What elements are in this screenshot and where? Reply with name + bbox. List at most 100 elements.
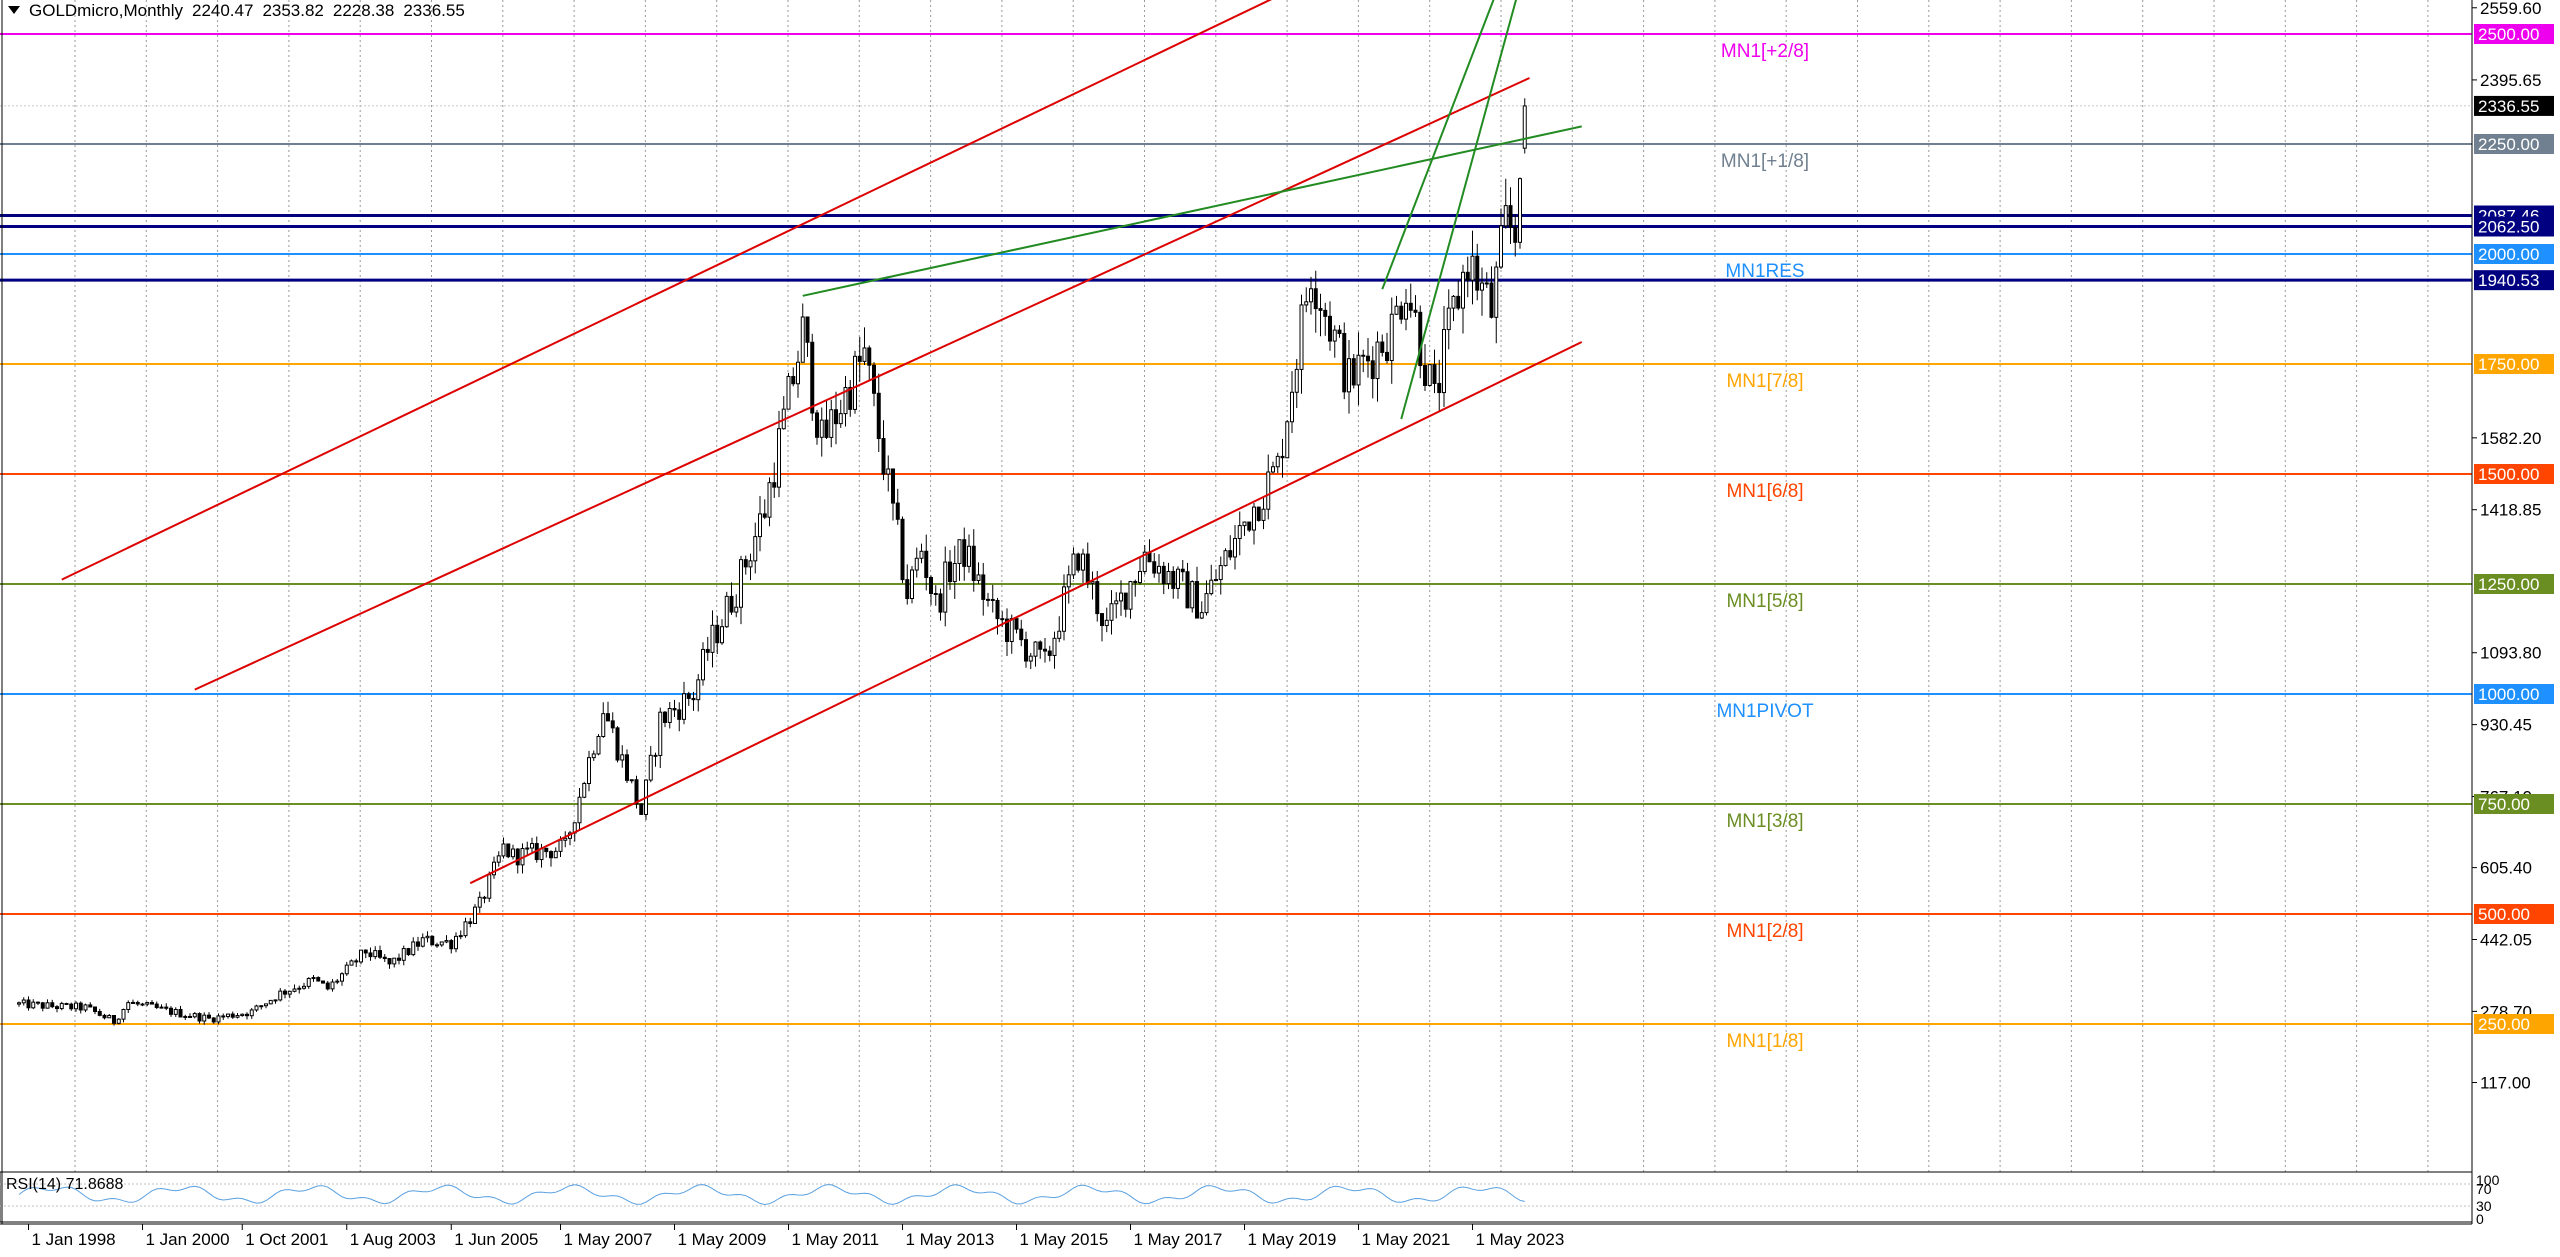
candle-body <box>354 960 359 963</box>
candle-body <box>287 990 292 995</box>
candle-body <box>297 987 302 990</box>
price-tag-box <box>2474 24 2554 44</box>
candle-body <box>767 482 772 518</box>
candle-body <box>701 648 705 681</box>
candle-body <box>739 559 743 608</box>
candle-body <box>691 697 696 701</box>
time-tick-label: 1 Jan 2000 <box>146 1230 230 1249</box>
candle-body <box>1062 586 1066 632</box>
rsi-scale-label: 0 <box>2476 1211 2484 1227</box>
candle-body <box>230 1013 235 1018</box>
candle-body <box>895 502 900 520</box>
candle-body <box>900 518 905 581</box>
candle-body <box>278 990 283 1001</box>
candle-body <box>64 1002 69 1005</box>
candle-body <box>496 855 501 863</box>
time-tick-label: 1 May 2017 <box>1134 1230 1223 1249</box>
murrey-level-label: MN1[5/8] <box>1726 591 1803 612</box>
price-tag-label: 2500.00 <box>2478 25 2539 44</box>
time-tick-label: 1 May 2011 <box>792 1230 880 1249</box>
candle-body <box>50 1002 55 1008</box>
candle-body <box>154 1003 159 1008</box>
candle-body <box>59 1002 64 1010</box>
candle-body <box>1513 226 1518 243</box>
trendlines-layer <box>61 0 1583 885</box>
candle-body <box>1090 581 1095 584</box>
candle-body <box>430 935 435 946</box>
candle-body <box>1081 553 1085 571</box>
candle-body <box>1304 301 1309 306</box>
candle-body <box>1128 581 1133 610</box>
candle-body <box>705 648 710 653</box>
price-tag-box <box>2474 684 2554 704</box>
candle-body <box>1028 655 1033 662</box>
time-tick-label: 1 May 2015 <box>1020 1230 1109 1249</box>
candle-body <box>506 843 511 858</box>
candle-body <box>1271 466 1275 473</box>
candle-body <box>192 1013 197 1018</box>
time-tick-label: 1 May 2007 <box>564 1230 653 1249</box>
candle-body <box>183 1015 188 1018</box>
candle-body <box>330 981 335 990</box>
murrey-level-label: MN1[+2/8] <box>1721 41 1809 62</box>
candle-body <box>31 1001 36 1009</box>
price-tag-label: 1940.53 <box>2478 271 2539 290</box>
candle-body <box>601 713 606 737</box>
dropdown-triangle-icon[interactable] <box>8 6 20 14</box>
candle-body <box>1328 315 1332 342</box>
candle-body <box>1404 302 1408 320</box>
candle-body <box>971 545 976 581</box>
ohlc-close: 2336.55 <box>403 1 465 20</box>
candle-body <box>449 940 454 950</box>
candle-body <box>1133 581 1138 584</box>
candle-body <box>577 796 582 824</box>
candle-body <box>211 1017 216 1023</box>
price-tag-label: 2000.00 <box>2478 245 2539 264</box>
time-tick-label: 1 May 2023 <box>1476 1230 1565 1249</box>
candle-body <box>1275 455 1280 468</box>
candle-body <box>1247 521 1252 531</box>
red-lower-channel-line <box>469 341 1583 885</box>
candle-body <box>886 468 891 475</box>
candle-body <box>397 957 401 961</box>
candle-body <box>848 387 853 410</box>
candle-body <box>1266 471 1271 510</box>
candle-body <box>1432 364 1437 384</box>
candle-body <box>1313 288 1318 310</box>
candle-body <box>344 964 349 975</box>
candle-body <box>197 1013 202 1022</box>
candle-body <box>401 948 406 961</box>
candle-body <box>891 468 895 504</box>
price-tag-box <box>2474 244 2554 264</box>
candle-body <box>834 409 838 425</box>
red-upper-channel-line <box>61 0 1273 581</box>
candle-body <box>501 843 506 857</box>
murrey-level-label: MN1[3/8] <box>1726 811 1803 832</box>
time-tick-label: 1 Jan 1998 <box>32 1230 116 1249</box>
candle-body <box>1484 282 1489 285</box>
candle-body <box>952 562 957 583</box>
candle-body <box>753 536 758 562</box>
candle-body <box>1014 618 1019 630</box>
candle-body <box>686 693 691 699</box>
candle-body <box>1104 619 1109 627</box>
green-channel-lower-line <box>1400 0 1518 420</box>
candle-body <box>876 392 881 440</box>
candle-body <box>1190 581 1195 609</box>
candle-body <box>658 711 663 756</box>
candle-body <box>1209 579 1214 595</box>
candle-body <box>762 513 767 518</box>
candle-body <box>1223 550 1228 567</box>
candle-body <box>796 361 800 385</box>
candle-body <box>558 839 563 852</box>
candle-body <box>729 595 734 613</box>
candle-body <box>1047 650 1052 656</box>
candle-body <box>910 569 914 600</box>
candle-body <box>1261 508 1266 521</box>
candle-body <box>202 1014 207 1022</box>
price-tag-label: 2250.00 <box>2478 135 2539 154</box>
